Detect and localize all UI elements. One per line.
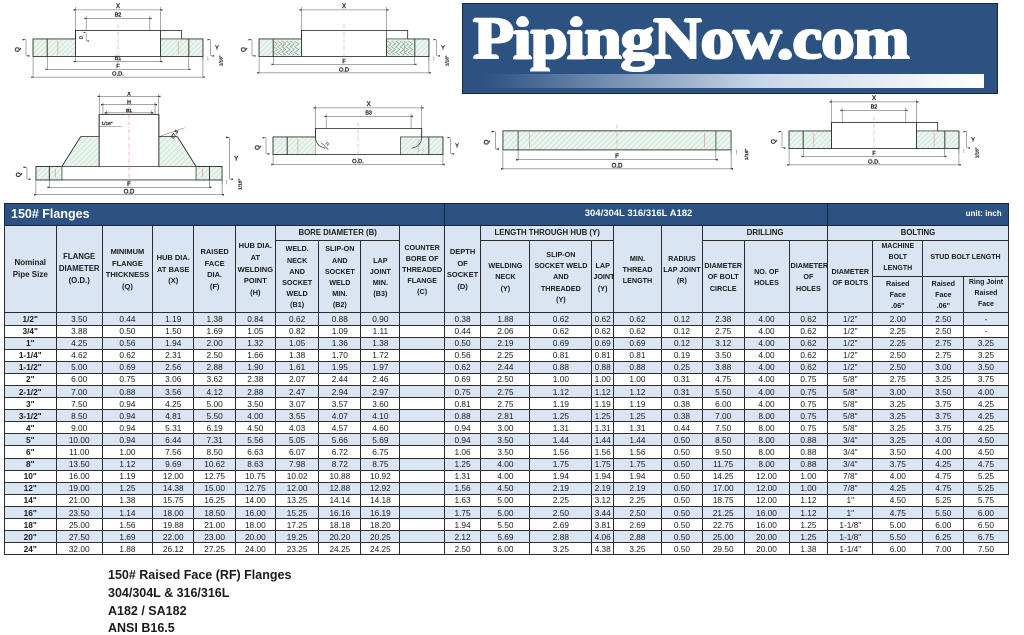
svg-text:O.D: O.D (339, 67, 349, 73)
svg-text:Y: Y (971, 138, 975, 144)
svg-text:Y: Y (441, 46, 445, 52)
svg-text:B1: B1 (115, 56, 122, 62)
svg-text:B2: B2 (115, 13, 122, 19)
svg-text:X: X (367, 102, 371, 108)
svg-text:X: X (116, 4, 120, 10)
svg-text:B2: B2 (871, 105, 878, 111)
svg-text:O.D.: O.D. (112, 72, 124, 78)
svg-text:1/16": 1/16" (445, 55, 450, 66)
svg-text:Q: Q (16, 172, 22, 177)
svg-text:O.D: O.D (612, 162, 623, 169)
svg-text:Y: Y (455, 144, 459, 150)
svg-text:1/16": 1/16" (237, 179, 243, 190)
svg-text:1/16": 1/16" (975, 147, 980, 158)
svg-text:F: F (127, 182, 131, 188)
svg-text:Q: Q (242, 47, 248, 52)
svg-text:Y: Y (234, 157, 238, 163)
svg-text:X: X (127, 92, 131, 98)
svg-text:F: F (615, 153, 619, 160)
svg-text:O.D.: O.D. (868, 159, 880, 165)
svg-text:1/16": 1/16" (219, 55, 224, 66)
svg-text:X: X (872, 96, 876, 102)
svg-text:Q: Q (483, 140, 490, 145)
svg-text:1/16": 1/16" (744, 148, 750, 160)
svg-text:Q: Q (256, 145, 262, 150)
svg-text:B3: B3 (365, 111, 372, 117)
svg-text:X: X (342, 4, 346, 10)
svg-text:Q: Q (772, 139, 778, 144)
svg-text:F: F (872, 151, 876, 157)
svg-text:Q: Q (16, 47, 22, 52)
svg-text:H: H (127, 100, 131, 106)
svg-text:B1: B1 (126, 108, 132, 114)
svg-text:1/16": 1/16" (101, 121, 112, 127)
svg-text:Y: Y (215, 46, 219, 52)
svg-text:O.D.: O.D. (352, 159, 364, 165)
svg-text:F: F (116, 64, 120, 70)
svg-text:O.D: O.D (124, 189, 135, 195)
svg-text:D: D (79, 35, 85, 39)
svg-text:F: F (342, 59, 346, 65)
